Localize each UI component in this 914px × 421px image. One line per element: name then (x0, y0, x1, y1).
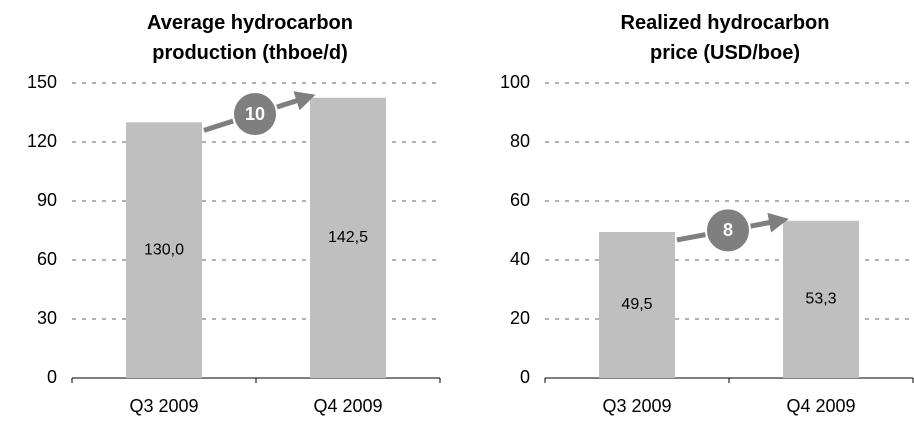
change-badge (705, 207, 751, 254)
data-label: 130,0 (144, 241, 184, 258)
y-tick-label: 0 (520, 367, 530, 387)
y-tick-label: 20 (510, 308, 530, 328)
x-tick-label: Q4 2009 (786, 396, 855, 416)
x-tick-label: Q3 2009 (129, 396, 198, 416)
y-tick-label: 100 (500, 72, 530, 92)
chart-title: Realized hydrocarbon price (USD/boe) (620, 12, 830, 64)
y-tick-label: 150 (27, 72, 57, 92)
y-tick-label: 30 (37, 308, 57, 328)
change-badge (232, 91, 278, 138)
change-label: 8 (723, 220, 733, 240)
y-tick-label: 80 (510, 131, 530, 151)
y-tick-label: 90 (37, 190, 57, 210)
y-tick-label: 120 (27, 131, 57, 151)
y-tick-label: 60 (37, 249, 57, 269)
x-tick-label: Q4 2009 (313, 396, 382, 416)
bar (783, 220, 859, 378)
change-label: 10 (245, 104, 265, 124)
y-tick-label: 40 (510, 249, 530, 269)
data-label: 142,5 (328, 229, 368, 246)
bar (599, 231, 675, 378)
bar (310, 97, 386, 378)
y-tick-label: 60 (510, 190, 530, 210)
bar (126, 122, 202, 378)
data-label: 53,3 (805, 291, 836, 308)
chart-title: Average hydrocarbon production (thboe/d) (147, 12, 353, 64)
x-tick-label: Q3 2009 (602, 396, 671, 416)
y-tick-label: 0 (47, 367, 57, 387)
data-label: 49,5 (621, 296, 652, 313)
